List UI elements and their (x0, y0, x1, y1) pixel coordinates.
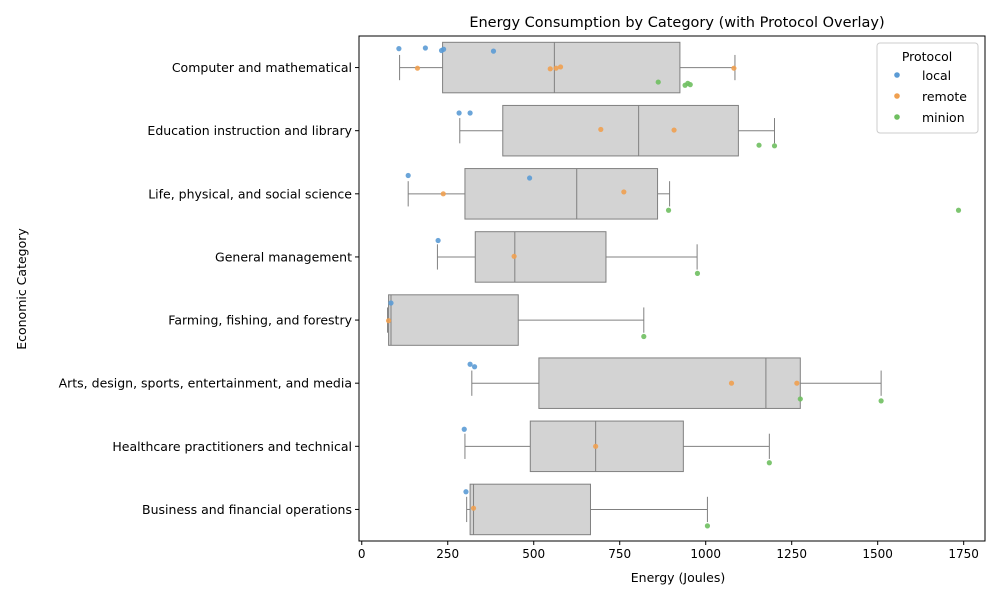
legend-label-minion: minion (922, 110, 965, 125)
data-point-minion (655, 79, 661, 85)
data-point-local (396, 46, 402, 52)
data-point-minion (797, 396, 803, 402)
data-point-remote (385, 318, 392, 324)
y-tick-label: Education instruction and library (147, 123, 352, 138)
legend-marker-local (894, 72, 900, 78)
box-group (407, 168, 671, 220)
data-point-remote (557, 64, 564, 70)
data-point-minion (771, 143, 778, 149)
data-point-remote (621, 189, 627, 195)
box-group (459, 104, 775, 157)
legend-marker-minion (894, 114, 900, 120)
legend-marker-remote (894, 93, 900, 99)
data-point-minion (878, 398, 884, 404)
data-point-local (527, 175, 533, 181)
data-point-minion (687, 82, 693, 88)
legend-label-remote: remote (922, 89, 967, 104)
points-layer (385, 45, 962, 529)
data-point-remote (728, 380, 735, 386)
y-tick-label: Farming, fishing, and forestry (168, 313, 352, 328)
data-point-local (461, 426, 467, 432)
data-point-minion (694, 270, 701, 276)
chart-title: Energy Consumption by Category (with Pro… (469, 15, 884, 31)
x-tick-label: 1500 (862, 547, 893, 561)
box-iqr (464, 168, 659, 220)
legend-entries: local remote minion (894, 68, 967, 125)
box-iqr (474, 231, 607, 283)
x-tick-label: 1750 (948, 547, 979, 561)
x-tick-label: 250 (436, 547, 459, 561)
box-group (464, 420, 770, 473)
data-point-remote (511, 253, 517, 259)
data-point-remote (731, 65, 737, 71)
x-tick-label: 750 (608, 547, 631, 561)
data-point-remote (794, 380, 800, 386)
data-point-minion (704, 523, 711, 529)
box-group (436, 231, 698, 283)
data-point-minion (756, 142, 762, 148)
box-iqr (529, 420, 684, 473)
data-point-minion (665, 207, 672, 213)
data-point-remote (414, 65, 421, 71)
x-tick-label: 500 (522, 547, 545, 561)
x-axis-ticks: 0 250 500 750 1000 1250 1500 1750 (358, 541, 979, 561)
box-group (387, 294, 645, 346)
plot-frame (358, 35, 986, 542)
data-point-local (435, 237, 441, 244)
plot-area (358, 35, 986, 542)
data-point-local (441, 46, 447, 52)
data-point-local (463, 489, 469, 495)
y-tick-label: Business and financial operations (142, 502, 352, 517)
data-point-remote (547, 66, 553, 72)
data-point-local (467, 361, 473, 367)
legend-frame (876, 42, 979, 134)
data-point-local (490, 48, 497, 54)
y-tick-label: Healthcare practitioners and technical (112, 439, 352, 454)
data-point-local (405, 172, 411, 179)
x-axis-label: Energy (Joules) (631, 570, 725, 585)
box-iqr (538, 357, 801, 409)
box-iqr (388, 294, 519, 346)
x-tick-label: 1250 (776, 547, 807, 561)
y-tick-label: Arts, design, sports, entertainment, and… (59, 376, 352, 391)
x-tick-label: 1000 (690, 547, 721, 561)
data-point-minion (641, 333, 647, 340)
box-group (466, 483, 708, 536)
y-tick-label: General management (215, 249, 352, 264)
data-point-remote (598, 126, 604, 133)
legend-title: Protocol (902, 49, 952, 64)
y-tick-label: Computer and mathematical (172, 60, 352, 75)
boxes-layer (387, 41, 882, 536)
legend: Protocol local remote minion (876, 42, 979, 134)
data-point-remote (440, 191, 446, 197)
data-point-local (471, 364, 478, 370)
x-tick-label: 0 (358, 547, 366, 561)
y-tick-label: Life, physical, and social science (148, 186, 352, 201)
data-point-local (388, 300, 394, 306)
data-point-remote (553, 65, 559, 71)
box-group (471, 357, 882, 409)
data-point-minion (955, 207, 962, 213)
data-point-remote (470, 505, 477, 511)
box-iqr (502, 104, 739, 157)
data-point-remote (671, 127, 677, 133)
box-iqr (469, 483, 591, 536)
data-point-minion (766, 460, 772, 466)
y-axis-label: Economic Category (14, 228, 29, 350)
y-axis-ticks: Computer and mathematical Education instr… (59, 60, 359, 517)
data-point-local (456, 110, 462, 116)
data-point-local (422, 45, 428, 51)
data-point-local (467, 110, 473, 116)
legend-label-local: local (922, 68, 951, 83)
data-point-remote (593, 443, 599, 449)
